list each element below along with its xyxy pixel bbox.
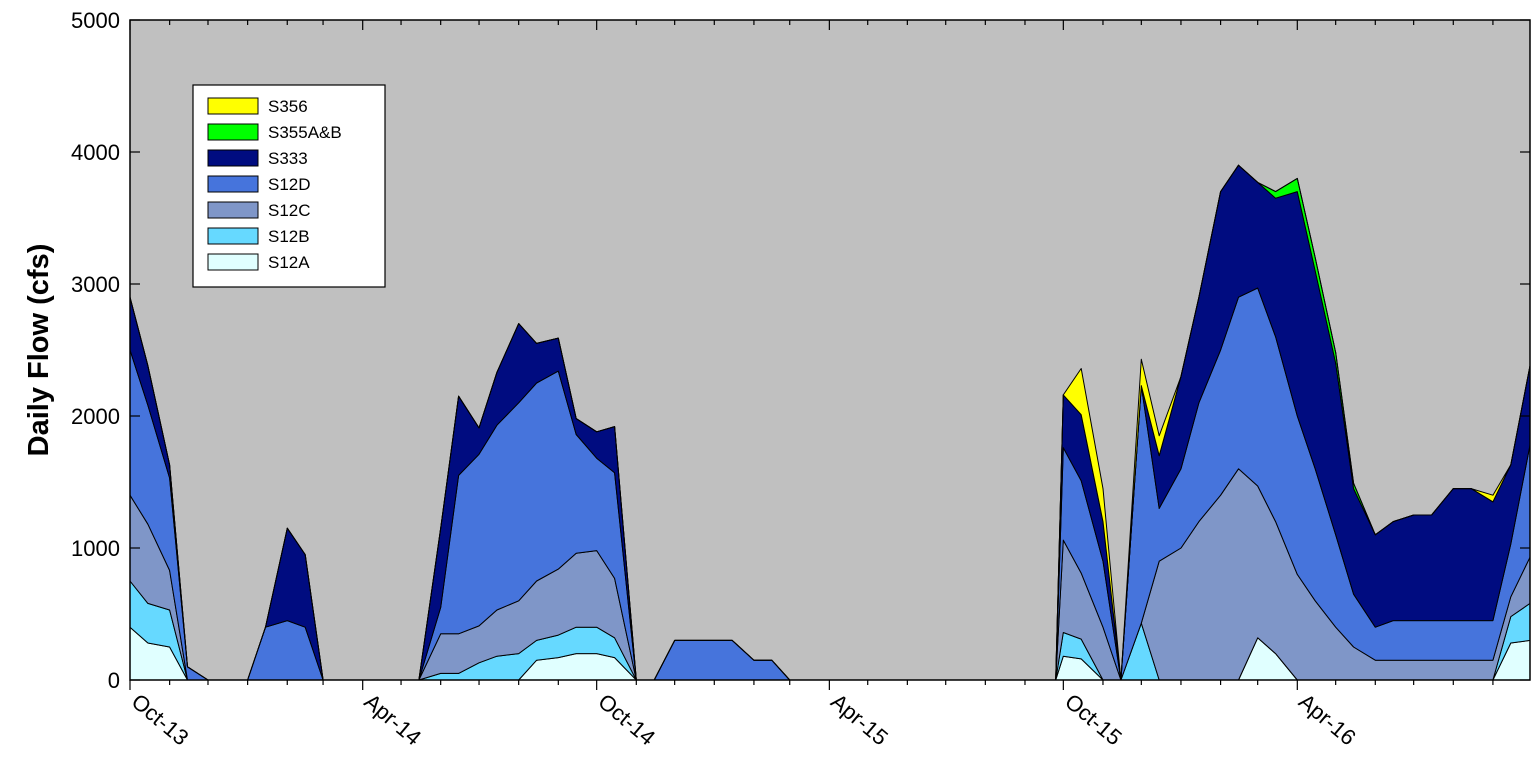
- y-tick-label: 5000: [71, 8, 120, 33]
- legend: S356 S355A&B S333 S12D S12C S12B S12A: [192, 84, 386, 288]
- legend-swatch: [207, 253, 259, 271]
- x-tick-label: Apr-16: [1294, 689, 1361, 751]
- legend-label: S355A&B: [268, 123, 342, 142]
- legend-swatch: [207, 123, 259, 141]
- legend-label: S12D: [268, 175, 311, 194]
- legend-label: S356: [268, 97, 308, 116]
- legend-swatch: [207, 97, 259, 115]
- x-tick-label: Oct-13: [127, 689, 194, 751]
- y-tick-label: 0: [108, 668, 120, 693]
- plot-frame: [129, 19, 1531, 681]
- legend-swatch: [207, 149, 259, 167]
- y-tick-label: 4000: [71, 140, 120, 165]
- x-tick-label: Apr-14: [359, 689, 426, 751]
- legend-label: S12A: [268, 253, 310, 272]
- legend-swatch: [207, 227, 259, 245]
- legend-label: S12B: [268, 227, 310, 246]
- legend-swatch: [207, 175, 259, 193]
- x-tick-label: Apr-15: [826, 689, 893, 751]
- legend-label: S12C: [268, 201, 311, 220]
- legend-label: S333: [268, 149, 308, 168]
- x-tick-label: Oct-14: [593, 689, 660, 751]
- y-tick-label: 1000: [71, 536, 120, 561]
- y-axis-title: Daily Flow (cfs): [23, 244, 55, 457]
- y-tick-label: 2000: [71, 404, 120, 429]
- x-tick-label: Oct-15: [1060, 689, 1127, 751]
- y-axis: 0 1000 2000 3000 4000 5000: [71, 8, 1530, 693]
- y-tick-label: 3000: [71, 272, 120, 297]
- legend-swatch: [207, 201, 259, 219]
